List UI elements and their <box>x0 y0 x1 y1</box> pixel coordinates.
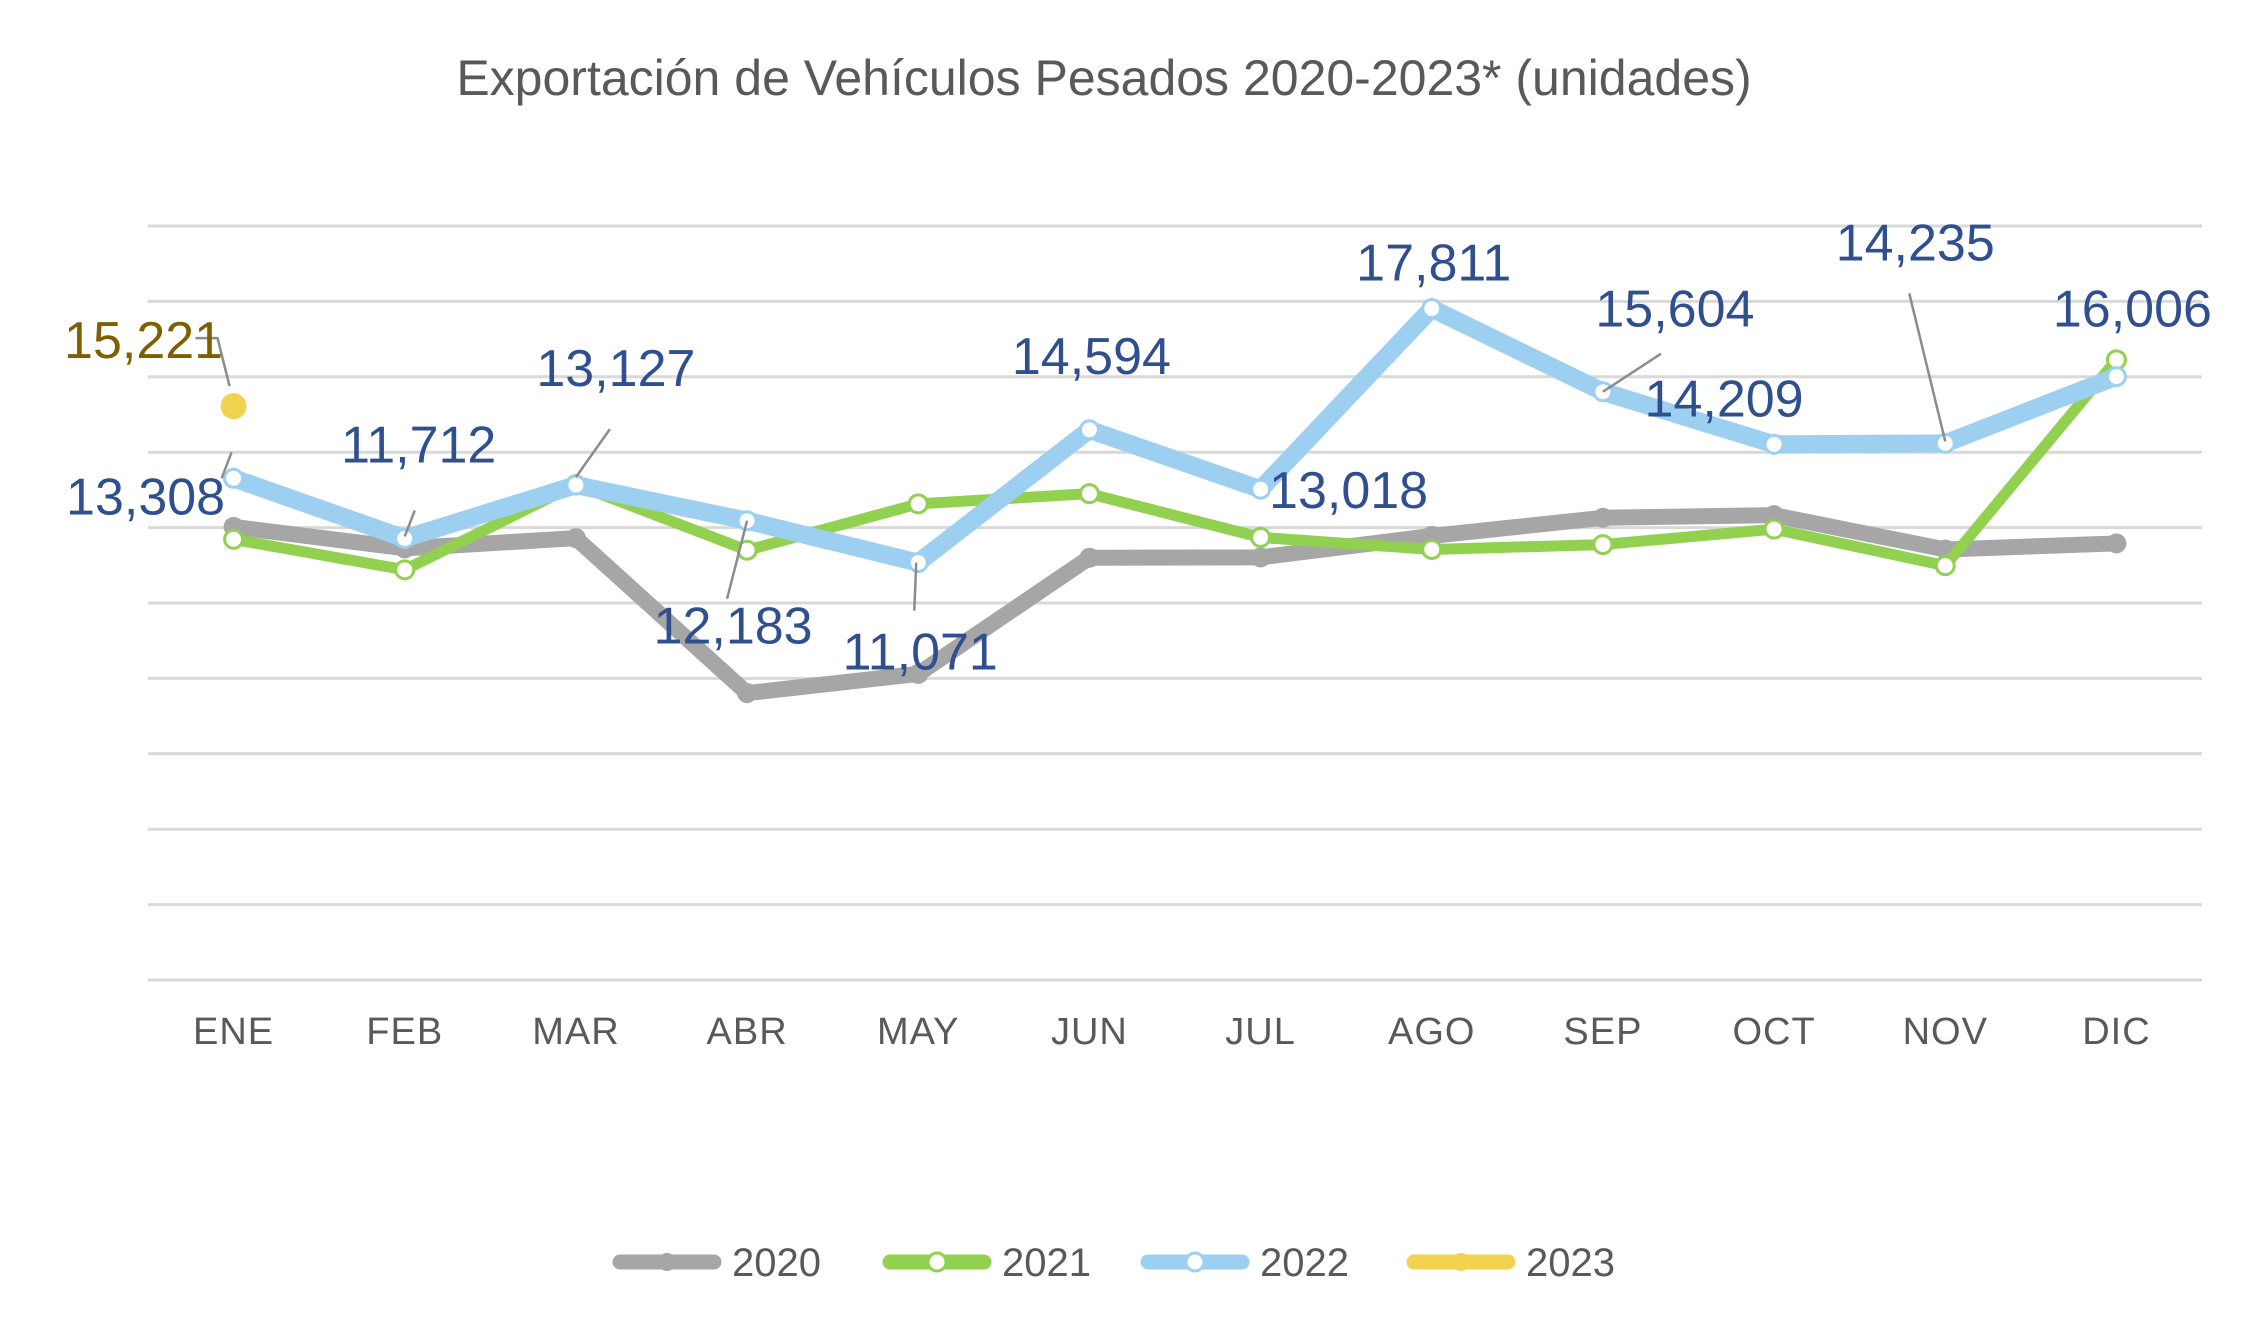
data-point-2021 <box>223 528 245 550</box>
legend-marker <box>658 1253 676 1271</box>
legend: 2020 2021 2022 2023 <box>612 1241 1615 1285</box>
data-point-2022 <box>1250 478 1272 500</box>
x-tick-label: SEP <box>1563 1011 1642 1053</box>
data-point-2021 <box>1934 555 1956 577</box>
leader-line <box>725 520 749 600</box>
x-tick-label: NOV <box>1903 1011 1988 1053</box>
legend-item-2021[interactable]: 2021 <box>882 1241 1091 1285</box>
data-point-2020 <box>1592 507 1613 528</box>
data-point-2020 <box>908 663 929 684</box>
data-label-2022: 14,209 <box>1645 370 1804 428</box>
data-label-2022: 14,594 <box>1012 328 1171 386</box>
leader-line <box>574 428 611 478</box>
data-point-2020 <box>1250 547 1271 568</box>
data-point-2022 <box>907 552 929 574</box>
data-point-2021 <box>1250 526 1272 548</box>
data-label-2022: 13,308 <box>66 468 225 526</box>
x-tick-label: MAR <box>532 1011 619 1053</box>
data-point-2023 <box>220 393 247 420</box>
data-point-2021 <box>1592 534 1614 556</box>
data-point-2020 <box>2106 533 2127 554</box>
legend-label: 2021 <box>1002 1241 1091 1285</box>
data-point-2021 <box>907 493 929 515</box>
leader-line <box>195 336 231 387</box>
legend-label: 2023 <box>1526 1241 1615 1285</box>
x-tick-label: DIC <box>2082 1011 2150 1053</box>
x-tick-label: AGO <box>1388 1011 1475 1053</box>
legend-item-2020[interactable]: 2020 <box>612 1241 821 1285</box>
leader-line <box>1908 293 1947 442</box>
legend-label: 2022 <box>1260 1241 1349 1285</box>
series-2022 <box>223 298 2127 574</box>
series-line-2022 <box>224 299 2126 572</box>
series-lines <box>220 298 2127 704</box>
data-label-2022: 11,071 <box>843 624 998 682</box>
data-label-2022: 12,183 <box>654 598 813 656</box>
legend-marker <box>1452 1253 1470 1271</box>
legend-marker <box>926 1251 948 1273</box>
data-point-2021 <box>1078 483 1100 505</box>
gridlines <box>148 224 2202 982</box>
x-tick-label: ENE <box>193 1011 274 1053</box>
data-point-2021 <box>736 539 758 561</box>
data-label-2022: 15,604 <box>1595 281 1754 339</box>
legend-marker <box>1184 1251 1206 1273</box>
x-tick-label: FEB <box>366 1011 443 1053</box>
leader-line <box>1602 352 1662 393</box>
data-label-2022: 13,018 <box>1269 462 1428 520</box>
data-label-2022: 11,712 <box>341 416 496 474</box>
data-point-2022 <box>1421 298 1443 320</box>
data-point-2022 <box>223 467 245 489</box>
data-labels: 13,308 11,712 13,127 12,183 11,071 14,594 13,0… <box>64 214 2212 681</box>
data-point-2022 <box>1934 432 1956 454</box>
x-tick-label: JUN <box>1051 1011 1128 1053</box>
series-2023 <box>220 393 247 420</box>
legend-item-2022[interactable]: 2022 <box>1140 1241 1349 1285</box>
x-tick-label: OCT <box>1732 1011 1815 1053</box>
data-point-2021 <box>394 559 416 581</box>
data-point-2022 <box>1078 419 1100 441</box>
x-tick-label: MAY <box>877 1011 960 1053</box>
data-label-2022: 13,127 <box>536 340 695 398</box>
data-label-2022: 16,006 <box>2053 281 2212 339</box>
data-point-2021 <box>1763 518 1785 540</box>
data-point-2022 <box>1763 433 1785 455</box>
series-line-2020 <box>225 507 2125 702</box>
data-point-2020 <box>1079 547 1100 568</box>
leader-line <box>220 451 233 479</box>
x-tick-label: ABR <box>707 1011 788 1053</box>
data-label-2023: 15,221 <box>64 312 223 370</box>
data-point-2020 <box>565 528 586 549</box>
data-point-2021 <box>1421 538 1443 560</box>
leader-line <box>403 510 416 537</box>
legend-label: 2020 <box>732 1241 821 1285</box>
data-point-2022 <box>394 527 416 549</box>
data-label-2022: 14,235 <box>1836 214 1995 272</box>
data-point-2022 <box>2105 366 2127 388</box>
legend-item-2023[interactable]: 2023 <box>1406 1241 1615 1285</box>
data-point-2020 <box>737 683 758 704</box>
data-point-2022 <box>565 474 587 496</box>
chart-title: Exportación de Vehículos Pesados 2020-20… <box>456 50 1751 106</box>
leader-line <box>913 562 918 611</box>
x-axis-ticks: ENE FEB MAR ABR MAY JUN JUL AGO SEP OCT NOV DIC <box>193 1011 2150 1053</box>
data-label-2022: 17,811 <box>1356 235 1511 293</box>
x-tick-label: JUL <box>1225 1011 1296 1053</box>
